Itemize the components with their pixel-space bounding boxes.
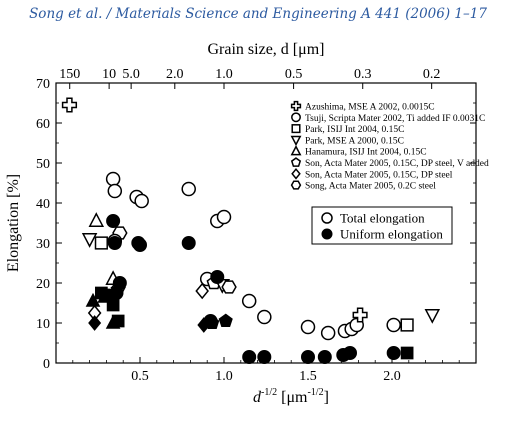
data-point — [257, 350, 272, 364]
data-point — [181, 236, 196, 250]
data-point — [320, 325, 336, 341]
top-tick-label: 0.3 — [354, 67, 372, 82]
data-point — [352, 307, 368, 323]
top-axis-label: Grain size, d [μm] — [208, 41, 325, 58]
legend-marker-hexagon — [290, 180, 302, 190]
data-point — [88, 315, 102, 331]
legend-source-label: Park, ISIJ Int 2004, 0.15C — [305, 125, 405, 135]
legend-marker-tri-down — [290, 135, 302, 147]
top-tick-label: 2.0 — [166, 67, 184, 82]
x-tick-label: 1.5 — [299, 369, 317, 384]
data-point — [195, 282, 209, 300]
data-point — [400, 346, 414, 360]
y-tick-label: 70 — [36, 77, 50, 92]
data-point — [218, 313, 233, 327]
legend-source-label: Son, Acta Mater 2005, 0.15C, DP steel — [305, 170, 453, 180]
y-tick-label: 60 — [36, 117, 50, 132]
data-point — [111, 314, 125, 328]
data-point — [105, 171, 121, 187]
data-point — [94, 236, 108, 250]
data-point — [134, 193, 149, 209]
data-point — [133, 238, 147, 252]
data-point — [88, 212, 105, 227]
y-tick-label: 50 — [36, 157, 50, 172]
legend-fill-label: Uniform elongation — [340, 227, 443, 242]
legend-filled-circle — [321, 228, 333, 240]
data-point — [257, 309, 272, 325]
data-point — [343, 346, 357, 360]
data-point — [386, 317, 401, 333]
legend-open-circle — [321, 212, 333, 224]
data-point — [216, 209, 232, 225]
data-point — [317, 350, 332, 364]
top-tick-label: 5.0 — [122, 67, 140, 82]
data-point — [205, 315, 220, 329]
legend-marker-diamond — [291, 168, 301, 180]
top-tick-label: 0.2 — [423, 67, 441, 82]
top-tick-label: 150 — [59, 67, 80, 82]
legend-source-label: Tsuji, Scripta Mater 2002, Ti added IF 0… — [305, 114, 485, 124]
y-tick-label: 0 — [43, 357, 50, 372]
x-tick-label: 1.0 — [215, 369, 233, 384]
y-tick-label: 10 — [36, 317, 50, 332]
legend-marker-square — [291, 124, 301, 134]
y-tick-label: 30 — [36, 237, 50, 252]
data-point — [106, 298, 120, 312]
x-tick-label: 2.0 — [383, 369, 401, 384]
data-point — [81, 233, 98, 248]
data-point — [241, 293, 257, 309]
y-tick-label: 20 — [36, 277, 50, 292]
legend-marker-cross — [290, 100, 302, 112]
x-tick-label: 0.5 — [131, 369, 149, 384]
legend-fill-label: Total elongation — [340, 211, 425, 226]
top-tick-label: 10 — [102, 67, 116, 82]
data-point — [424, 309, 441, 324]
data-point — [107, 183, 123, 199]
legend-marker-tri-up — [290, 144, 302, 156]
data-point — [300, 319, 316, 335]
data-point — [400, 318, 414, 332]
data-point — [85, 292, 101, 307]
legend-source-label: Azushima, MSE A 2002, 0.0015C — [305, 103, 435, 113]
data-point — [210, 270, 225, 284]
legend-source-label: Hanamura, ISIJ Int 2004, 0.15C — [305, 148, 427, 158]
y-tick-label: 40 — [36, 197, 50, 212]
data-point — [61, 97, 78, 113]
data-point — [181, 181, 196, 197]
data-point — [109, 286, 124, 300]
elongation-legend-box — [311, 206, 453, 245]
data-point — [242, 350, 257, 364]
legend-source-label: Song, Acta Mater 2005, 0.2C steel — [305, 182, 436, 192]
data-point — [106, 214, 121, 228]
legend-marker-pentagon — [290, 157, 302, 167]
data-point — [221, 280, 237, 294]
x-axis-label: d-1/2 [μm-1/2] — [253, 387, 329, 406]
data-point — [107, 236, 122, 250]
data-point — [301, 350, 315, 364]
data-point — [386, 346, 401, 360]
y-axis-label: Elongation [%] — [5, 174, 22, 272]
legend-source-label: Park, MSE A 2000, 0.15C — [305, 136, 404, 146]
top-tick-label: 0.5 — [285, 67, 303, 82]
legend-source-label: Son, Acta Mater 2005, 0.15C, DP steel, V… — [305, 159, 489, 169]
journal-citation-header: Song et al. / Materials Science and Engi… — [29, 6, 487, 22]
legend-marker-circle — [291, 112, 301, 123]
top-tick-label: 1.0 — [215, 67, 233, 82]
